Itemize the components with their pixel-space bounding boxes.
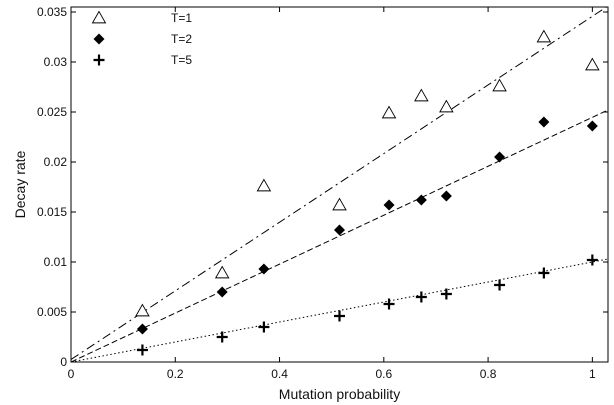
data-point-series-1: [256, 178, 272, 192]
legend-label-3: T=5: [171, 53, 192, 67]
plot-frame: [70, 6, 609, 363]
data-point-series-1: [536, 29, 552, 43]
y-tick-label: 0.01: [44, 255, 68, 269]
data-point-series-2: [538, 116, 550, 128]
data-point-series-3: [383, 298, 395, 310]
data-point-series-2: [258, 263, 270, 275]
data-point-series-1: [381, 105, 397, 119]
data-point-series-2: [586, 120, 598, 132]
x-axis-title: Mutation probability: [279, 386, 400, 402]
fit-line-1: [71, 7, 608, 360]
x-tick-label: 0.2: [167, 367, 184, 381]
data-point-series-3: [334, 310, 345, 322]
data-point-series-3: [258, 321, 270, 333]
fit-lines: [71, 7, 608, 362]
data-point-series-2: [334, 224, 345, 236]
legend-marker-1: [91, 10, 107, 24]
data-point-series-2: [136, 323, 148, 335]
fit-line-2: [71, 109, 608, 362]
data-point-series-2: [216, 286, 228, 298]
data-point-series-3: [415, 291, 427, 303]
data-point-series-2: [494, 151, 506, 163]
y-tick-label: 0.025: [37, 105, 67, 119]
x-tick-label: 0.4: [271, 367, 288, 381]
data-point-series-1: [214, 265, 230, 279]
data-point-series-2: [383, 199, 395, 211]
x-tick-label: 0.6: [375, 367, 392, 381]
y-tick-label: 0.02: [44, 155, 68, 169]
x-tick-label: 0: [68, 367, 75, 381]
y-tick-label: 0: [60, 355, 67, 369]
x-tick-label: 1: [589, 367, 596, 381]
y-axis: 0 0.005 0.01 0.015 0.02 0.025 0.03 0.035: [37, 5, 608, 369]
data-point-series-1: [414, 88, 429, 102]
legend: T=1 T=2 T=5: [91, 10, 192, 67]
data-point-series-3: [494, 279, 506, 291]
y-tick-label: 0.015: [37, 205, 67, 219]
legend-label-2: T=2: [171, 32, 192, 46]
data-point-series-3: [136, 344, 148, 356]
data-point-series-1: [439, 99, 454, 113]
data-point-series-2: [415, 194, 427, 206]
legend-marker-2: [93, 33, 105, 45]
legend-marker-3: [93, 54, 105, 66]
data-markers: [135, 29, 600, 356]
x-axis: 0 0.2 0.4 0.6 0.8 1: [68, 7, 596, 381]
x-tick-label: 0.8: [480, 367, 497, 381]
data-point-series-3: [216, 331, 228, 343]
data-point-series-1: [135, 303, 150, 317]
data-point-series-2: [440, 190, 452, 202]
data-point-series-3: [586, 254, 598, 266]
y-tick-label: 0.03: [44, 55, 68, 69]
data-point-series-3: [440, 288, 452, 300]
legend-label-1: T=1: [171, 11, 192, 25]
y-tick-label: 0.035: [37, 5, 67, 19]
y-tick-label: 0.005: [37, 305, 67, 319]
y-axis-title: Decay rate: [12, 150, 28, 218]
data-point-series-1: [332, 197, 347, 211]
data-point-series-1: [585, 57, 600, 71]
data-point-series-1: [492, 78, 507, 92]
data-point-series-3: [538, 267, 550, 279]
